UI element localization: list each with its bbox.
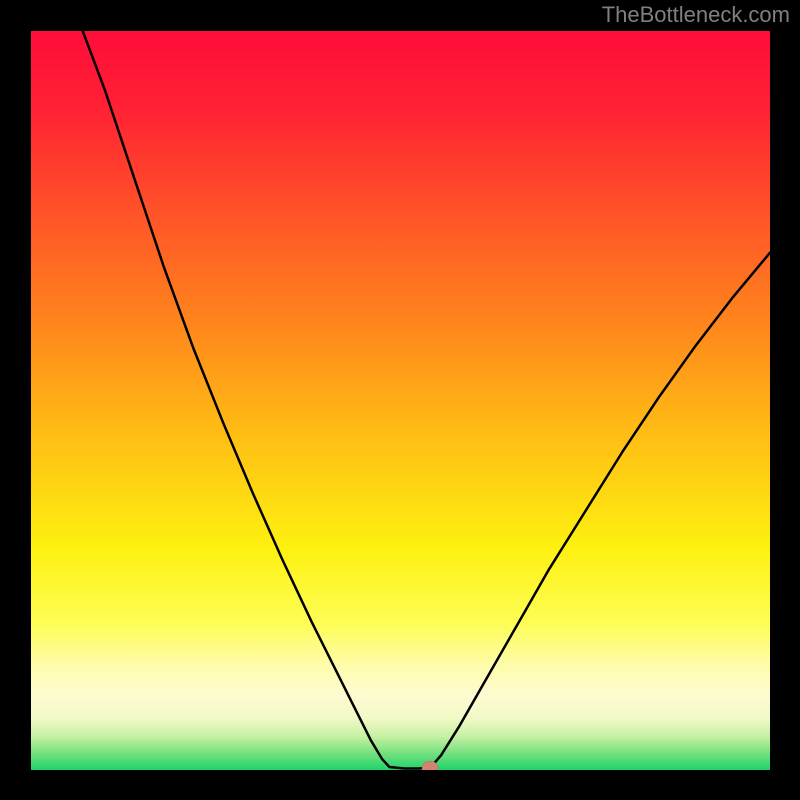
chart-container: TheBottleneck.com (0, 0, 800, 800)
watermark-text: TheBottleneck.com (602, 2, 790, 28)
bottleneck-chart (31, 31, 770, 770)
gradient-background (31, 31, 770, 770)
